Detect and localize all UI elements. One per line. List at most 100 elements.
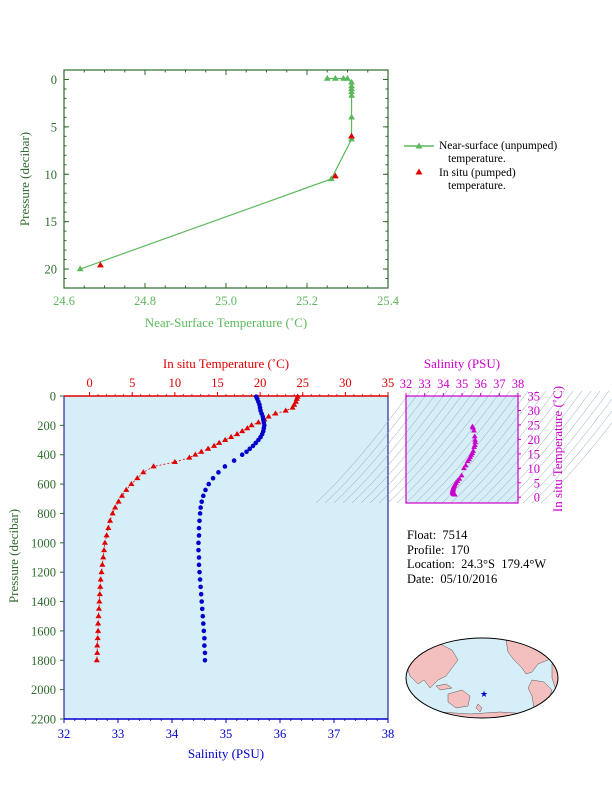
chart2-temperature-point <box>93 657 100 663</box>
chart3-y-axis-label: In situ Temperature (˚C) <box>550 386 565 512</box>
chart2-salinity-point <box>253 440 258 446</box>
chart2-salinity-point <box>206 481 212 487</box>
chart3-density-contour <box>387 390 484 504</box>
chart3-y-tick-label: 20 <box>528 433 541 447</box>
chart2-salinity-point <box>201 621 206 626</box>
legend-green-label-line2: temperature. <box>448 153 506 165</box>
chart3-x-tick-label: 32 <box>400 377 413 391</box>
chart2-y-tick-label: 800 <box>37 507 56 521</box>
chart2-temperature-point <box>282 407 289 413</box>
chart1-y-axis-label: Pressure (decibar) <box>17 132 32 226</box>
chart2-temperature-point <box>99 561 106 567</box>
chart2-temperature-point <box>198 448 205 454</box>
chart2-temperature-point <box>94 649 101 655</box>
world-map: ★ <box>405 637 559 719</box>
chart3-ts-point <box>464 458 471 464</box>
chart1-in-situ-point <box>331 172 339 179</box>
chart2-temperature-point <box>96 598 103 604</box>
chart2-y-tick-label: 1400 <box>31 595 56 609</box>
chart3-density-contour <box>423 390 520 504</box>
chart2-salinity-point <box>197 569 202 575</box>
chart3-ts-point <box>470 424 477 430</box>
chart2-temperature-point <box>105 524 112 531</box>
chart2-salinity-point <box>197 577 203 582</box>
chart2-series <box>93 393 301 663</box>
chart2-temp-tick-label: 15 <box>211 376 224 390</box>
chart2-temperature-point <box>101 546 108 553</box>
chart2-salinity-point <box>202 635 207 641</box>
chart3-ts-point <box>461 465 467 471</box>
chart1-near-surface-point <box>348 113 355 120</box>
chart3-density-contours <box>315 390 612 504</box>
chart2-temperature-point <box>205 445 212 451</box>
chart3-density-contour <box>450 390 547 504</box>
chart3-ts-point <box>471 433 478 439</box>
chart2-temperature-point <box>234 430 241 437</box>
chart1-y-tick-label: 0 <box>51 73 57 87</box>
chart1-in-situ-point <box>97 261 104 268</box>
chart2-y-tick-label: 600 <box>37 478 56 492</box>
location-text: Location: 24.3°S 179.4°W <box>407 557 547 571</box>
chart2-salinity-point <box>196 540 201 546</box>
chart2-temperature-point <box>228 433 235 440</box>
float-info-block: Float: 7514 Profile: 170 Location: 24.3°… <box>407 528 546 586</box>
chart2-salinity-point <box>196 533 202 538</box>
chart2-temp-tick-label: 5 <box>129 376 135 390</box>
chart2-plot-background <box>63 395 389 720</box>
chart2-sal-tick-label: 37 <box>328 727 341 741</box>
chart2-salinity-point <box>199 606 205 612</box>
chart3-density-contour <box>414 390 511 504</box>
chart2-salinity-point <box>200 613 206 619</box>
chart1-x-tick-label: 24.8 <box>134 294 156 308</box>
chart2-salinity-point <box>231 458 237 463</box>
chart2-temperature-point <box>171 458 178 464</box>
chart2-sal-tick-label: 36 <box>274 727 287 741</box>
chart2-temp-tick-label: 35 <box>382 376 395 390</box>
chart2-temperature-point <box>150 463 157 469</box>
map-land-antarctica <box>409 711 557 718</box>
chart2-temperature-point <box>134 475 141 481</box>
chart1-x-ticks: 24.6 24.8 25.0 25.2 25.4 <box>53 70 400 308</box>
chart3-density-contour <box>486 390 583 504</box>
chart3-ts-point <box>472 439 479 445</box>
chart2-y-axis-label: Pressure (decibar) <box>6 509 21 603</box>
chart2-salinity-point <box>201 493 206 499</box>
chart2-temperature-point <box>239 428 246 434</box>
chart2-temp-tick-label: 20 <box>254 376 267 390</box>
chart3-ts-point <box>462 462 469 468</box>
chart1-plot-frame <box>63 69 389 289</box>
chart3-x-tick-label: 37 <box>493 377 506 391</box>
chart2-salinity-point <box>202 657 208 663</box>
chart1-x-tick-label: 25.0 <box>215 294 237 308</box>
chart2-temperature-point <box>140 469 147 475</box>
chart2-temperature-point <box>123 486 130 492</box>
chart2-temperature-point <box>109 510 116 516</box>
chart3-density-contour <box>531 410 612 504</box>
chart3-series <box>449 423 479 497</box>
chart2-salinity-point <box>247 446 253 452</box>
chart1-series <box>76 74 355 272</box>
chart1-legend: Near-surface (unpumped) temperature. In … <box>404 140 557 192</box>
chart2-y-tick-label: 200 <box>37 419 56 433</box>
chart2-temperature-point <box>211 442 218 448</box>
chart3-ts-point <box>451 491 458 497</box>
date-text: Date: 05/10/2016 <box>407 571 498 586</box>
profile-chart: 0 5 10 15 20 25 30 35 32 33 34 35 36 37 38 0 200 400 600 80… <box>6 356 394 761</box>
chart3-x-tick-label: 34 <box>437 377 450 391</box>
chart1-near-surface-point <box>348 78 355 85</box>
chart2-salinity-point <box>196 547 201 553</box>
chart2-salinity-point <box>216 470 221 475</box>
chart2-salinity-point <box>198 505 203 510</box>
chart2-salinity-point <box>197 518 202 524</box>
chart2-temperature-point <box>101 539 108 545</box>
chart1-near-surface-point <box>348 91 355 98</box>
near-surface-temperature-chart: 24.6 24.8 25.0 25.2 25.4 0 5 10 15 20 Near-Surfa… <box>17 69 557 330</box>
legend-green-label-line1: Near-surface (unpumped) <box>439 140 557 152</box>
chart2-y-tick-label: 0 <box>50 390 56 404</box>
chart3-y-tick-label: 0 <box>534 491 540 505</box>
chart2-salinity-point <box>196 555 202 560</box>
legend-red-label-line1: In situ (pumped) <box>439 167 516 179</box>
chart1-x-tick-label: 25.2 <box>296 294 318 308</box>
